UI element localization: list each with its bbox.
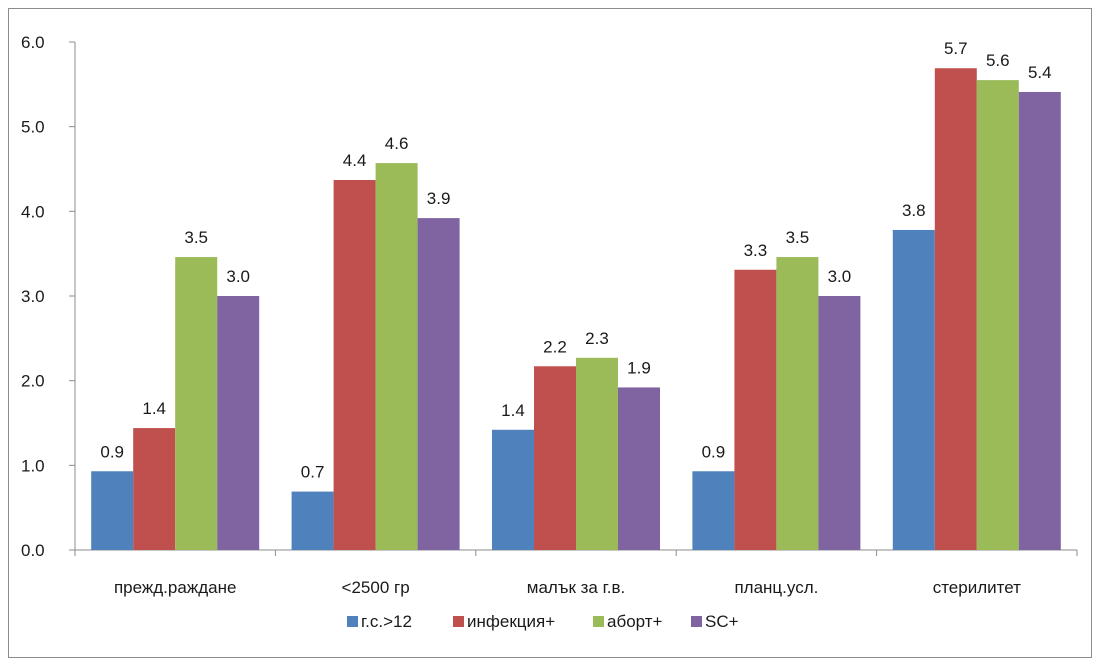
legend-label: аборт+ <box>607 612 663 631</box>
legend-swatch <box>347 616 358 627</box>
bar <box>776 257 819 550</box>
x-tick-label: планц.усл. <box>734 578 818 597</box>
bar <box>976 80 1019 550</box>
bar <box>1018 91 1061 550</box>
data-label: 4.6 <box>385 134 409 153</box>
bar <box>734 269 777 550</box>
legend-label: г.с.>12 <box>361 612 412 631</box>
data-label: 4.4 <box>343 151 367 170</box>
data-label: 1.9 <box>627 358 651 377</box>
x-tick-label: малък за г.в. <box>527 578 625 597</box>
bar <box>576 357 618 550</box>
y-tick-label: 5.0 <box>21 118 45 137</box>
legend-swatch <box>593 616 604 627</box>
y-tick-label: 0.0 <box>21 541 45 560</box>
y-tick-label: 6.0 <box>21 33 45 52</box>
bar-chart: 0.0 1.0 2.0 3.0 4.0 5.0 6.0 0.9 1.4 3.5 3.0 прежд.р… <box>21 33 1078 631</box>
y-tick-label: 2.0 <box>21 372 45 391</box>
y-tick-label: 1.0 <box>21 456 45 475</box>
data-label: 3.8 <box>902 201 926 220</box>
data-label: 5.6 <box>986 51 1010 70</box>
x-tick-label: стерилитет <box>933 578 1021 597</box>
x-tick-label: прежд.раждане <box>114 578 236 597</box>
bar <box>91 471 134 550</box>
bar <box>618 387 660 550</box>
y-tick-label: 3.0 <box>21 287 45 306</box>
data-label: 2.3 <box>585 329 609 348</box>
x-tick-label: <2500 гр <box>342 578 410 597</box>
data-label: 1.4 <box>501 401 525 420</box>
data-label: 3.5 <box>184 228 208 247</box>
bar <box>534 366 576 550</box>
data-label: 2.2 <box>543 337 567 356</box>
bar <box>892 229 935 550</box>
bar <box>133 428 176 550</box>
data-label: 0.7 <box>301 463 325 482</box>
legend-label: инфекция+ <box>467 612 555 631</box>
data-label: 3.0 <box>226 267 250 286</box>
data-label: 5.7 <box>944 39 968 58</box>
bar <box>692 471 735 550</box>
data-label: 0.9 <box>702 442 726 461</box>
bar <box>175 257 218 550</box>
data-label: 3.5 <box>786 228 810 247</box>
bar <box>417 218 460 550</box>
legend-swatch <box>453 616 464 627</box>
data-label: 5.4 <box>1028 63 1052 82</box>
bar <box>492 429 534 550</box>
bar <box>818 296 861 550</box>
data-label: 0.9 <box>100 442 124 461</box>
bar <box>934 68 977 550</box>
bar <box>291 491 334 550</box>
bar <box>333 180 376 551</box>
legend-swatch <box>691 616 702 627</box>
y-tick-label: 4.0 <box>21 202 45 221</box>
data-label: 3.9 <box>427 189 451 208</box>
data-label: 1.4 <box>142 399 166 418</box>
data-label: 3.3 <box>744 241 768 260</box>
chart-frame: 0.0 1.0 2.0 3.0 4.0 5.0 6.0 0.9 1.4 3.5 3.0 прежд.р… <box>8 8 1092 658</box>
legend-label: SC+ <box>705 612 739 631</box>
bar <box>375 163 418 550</box>
data-label: 3.0 <box>828 267 852 286</box>
bar <box>217 296 260 550</box>
